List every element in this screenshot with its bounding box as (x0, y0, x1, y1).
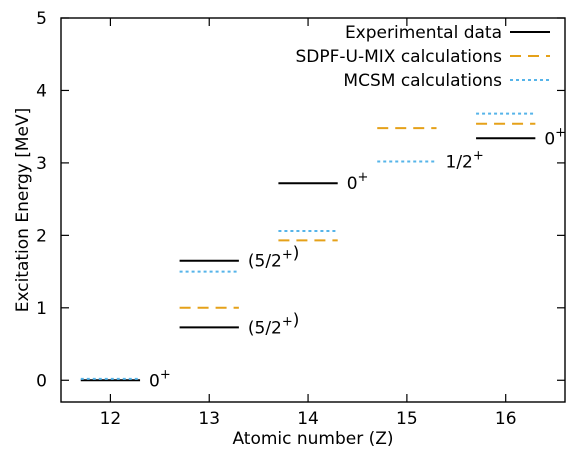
level-annotations: 0+(5/2+)(5/2+)0+1/2+0+ (149, 125, 566, 391)
y-axis-title: Excitation Energy [MeV] (13, 108, 33, 313)
legend-label: Experimental data (345, 23, 502, 43)
level-label-superscript: + (473, 148, 484, 163)
y-tick-label: 4 (36, 81, 47, 101)
y-tick-label: 0 (36, 371, 47, 391)
y-tick-label: 2 (36, 226, 47, 246)
level-label-text: (5/2 (248, 252, 282, 272)
level-label-text: 0 (544, 129, 555, 149)
level-label-text: (5/2 (248, 318, 282, 338)
x-tick-label: 15 (396, 409, 418, 429)
level-label: 0+ (347, 170, 369, 194)
energy-levels (80, 112, 536, 382)
x-tick-label: 14 (297, 409, 319, 429)
level-label: (5/2+) (248, 244, 300, 272)
legend-label: SDPF-U-MIX calculations (295, 47, 502, 67)
x-tick-label: 12 (100, 409, 122, 429)
level-label-superscript: + (555, 125, 566, 140)
level-label: 0+ (149, 367, 171, 391)
level-label: (5/2+) (248, 310, 300, 338)
y-tick-label: 5 (36, 9, 47, 29)
x-axis-title: Atomic number (Z) (232, 429, 393, 449)
legend: Experimental data SDPF-U-MIX calculations… (295, 23, 550, 91)
y-tick-label: 1 (36, 299, 47, 319)
level-label-text: 0 (149, 371, 160, 391)
legend-label: MCSM calculations (343, 71, 502, 91)
level-label-text: ) (293, 310, 300, 330)
level-label-superscript: + (160, 367, 171, 382)
level-label-superscript: + (358, 170, 369, 185)
x-tick-label: 13 (198, 409, 220, 429)
level-label-text: 1/2 (446, 152, 473, 172)
y-tick-label: 3 (36, 154, 47, 174)
level-label-text: 0 (347, 174, 358, 194)
plot-frame (60, 17, 566, 403)
x-tick-label: 16 (495, 409, 517, 429)
level-label: 1/2+ (446, 148, 484, 172)
level-label-superscript: + (282, 314, 293, 329)
level-label-text: ) (293, 244, 300, 264)
level-label-superscript: + (282, 248, 293, 263)
level-label: 0+ (544, 125, 566, 149)
